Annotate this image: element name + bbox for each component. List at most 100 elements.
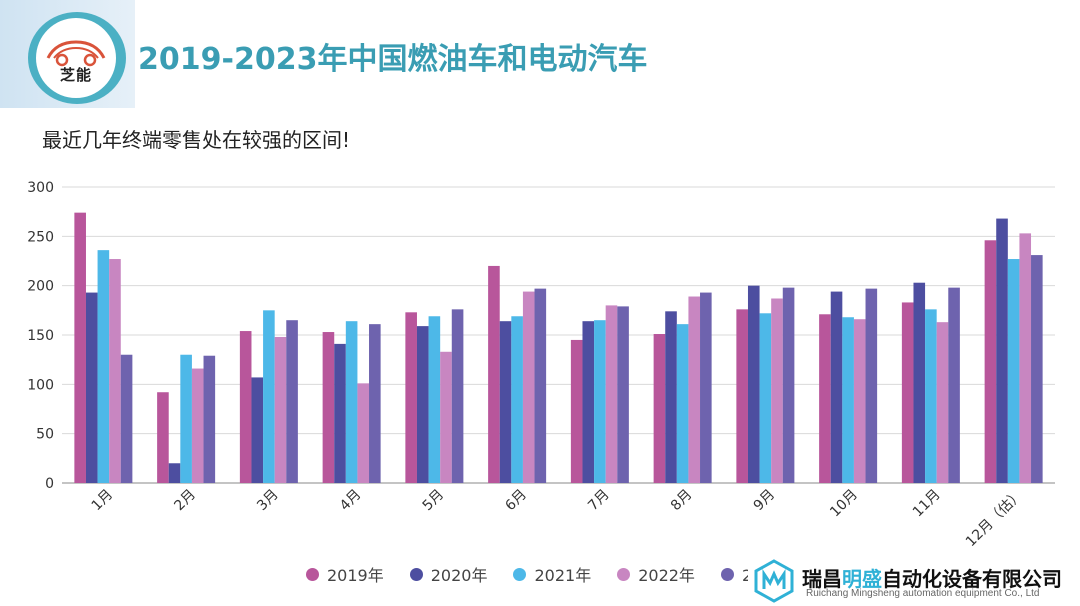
- x-tick-label: 2月: [171, 487, 199, 515]
- y-tick-label: 200: [27, 279, 54, 295]
- legend-swatch: [409, 567, 423, 581]
- bar: [759, 313, 772, 483]
- legend-item: 2020年: [409, 562, 488, 586]
- bar: [736, 309, 748, 483]
- x-tick-label: 8月: [668, 487, 696, 515]
- legend-item: 2019年: [306, 562, 384, 586]
- x-tick-label: 7月: [585, 487, 613, 515]
- bar: [948, 287, 960, 483]
- bar: [594, 320, 606, 483]
- bar: [522, 291, 535, 483]
- bar: [274, 336, 287, 483]
- legend-swatch: [513, 567, 527, 581]
- bar: [771, 298, 783, 483]
- bar: [605, 305, 618, 483]
- bar: [322, 332, 335, 483]
- bar: [676, 324, 689, 483]
- bar: [440, 351, 452, 483]
- bar: [85, 292, 98, 483]
- bar: [499, 321, 512, 483]
- bar: [168, 463, 181, 483]
- bar: [357, 383, 370, 483]
- y-tick-label: 0: [45, 476, 54, 492]
- x-tick-label: 10月: [827, 487, 861, 521]
- bar: [534, 288, 547, 483]
- bar: [428, 316, 441, 483]
- bar: [665, 311, 677, 483]
- bar: [570, 339, 583, 483]
- bar: [488, 265, 500, 483]
- y-tick-label: 50: [36, 427, 54, 443]
- x-tick-label: 9月: [751, 487, 779, 515]
- legend-label: 2020年: [430, 566, 488, 585]
- logo: [36, 18, 116, 98]
- bar: [157, 392, 169, 483]
- company-name-english: Ruichang Mingsheng automation equipment …: [806, 588, 1040, 599]
- bar: [782, 287, 795, 483]
- bar: [830, 291, 843, 483]
- x-tick-label: 5月: [420, 487, 448, 515]
- bar: [700, 292, 712, 483]
- bar: [901, 302, 914, 483]
- x-tick-label: 4月: [337, 487, 365, 515]
- x-tick-label: 3月: [254, 487, 282, 515]
- company-name: 瑞昌明盛自动化设备有限公司: [802, 567, 1062, 591]
- legend-label: 2022年: [638, 566, 695, 585]
- bar: [842, 317, 854, 483]
- bar: [451, 309, 464, 483]
- legend-label: 2019年: [327, 566, 384, 585]
- bar: [334, 343, 346, 483]
- bar: [74, 212, 86, 484]
- bar: [984, 240, 997, 483]
- legend-swatch: [720, 567, 734, 581]
- bar: [925, 309, 937, 483]
- y-tick-label: 100: [27, 377, 54, 393]
- x-tick-label: 1月: [89, 487, 117, 515]
- bar: [369, 324, 381, 483]
- legend-label: 2021年: [534, 566, 592, 585]
- bar: [416, 326, 429, 483]
- bar: [688, 296, 701, 483]
- page-title: 2019-2023年中国燃油车和电动汽车: [138, 42, 648, 77]
- company-watermark: 瑞昌明盛自动化设备有限公司 Ruichang Mingsheng automat…: [748, 555, 1080, 606]
- bar: [180, 354, 192, 483]
- x-tick-label: 6月: [502, 487, 530, 515]
- legend-swatch: [306, 567, 319, 581]
- bar: [617, 306, 629, 483]
- bar: [653, 334, 666, 483]
- bar: [747, 285, 760, 483]
- bar: [913, 282, 926, 483]
- bar: [996, 218, 1008, 483]
- bar: [405, 312, 417, 483]
- logo-text: 芝能: [59, 66, 92, 84]
- bar: [819, 314, 831, 483]
- page-subtitle: 最近几年终端零售处在较强的区间!: [42, 128, 351, 152]
- bar: [936, 322, 949, 483]
- bar: [853, 319, 866, 483]
- chart-legend: 2019年2020年2021年2022年2023年: [306, 562, 825, 586]
- bar: [286, 320, 298, 483]
- bar: [511, 316, 523, 483]
- bar: [345, 321, 358, 483]
- bar: [120, 354, 133, 483]
- bar: [203, 355, 216, 483]
- bar: [191, 368, 204, 483]
- bar: [239, 331, 252, 483]
- company-logo-icon: [754, 559, 794, 603]
- bar: [251, 377, 264, 483]
- bar: [109, 259, 121, 483]
- legend-item: 2022年: [617, 562, 695, 586]
- bar: [865, 288, 878, 483]
- x-tick-label: 11月: [910, 487, 944, 521]
- bar: [1031, 255, 1043, 483]
- legend-item: 2021年: [513, 562, 591, 586]
- y-tick-label: 250: [27, 229, 54, 245]
- car-logo-icon: [46, 40, 106, 67]
- y-tick-label: 150: [27, 328, 54, 344]
- bar: [263, 310, 275, 483]
- bar: [97, 250, 110, 483]
- y-tick-label: 300: [27, 180, 54, 196]
- bar: [1007, 259, 1020, 483]
- bar: [1019, 233, 1032, 483]
